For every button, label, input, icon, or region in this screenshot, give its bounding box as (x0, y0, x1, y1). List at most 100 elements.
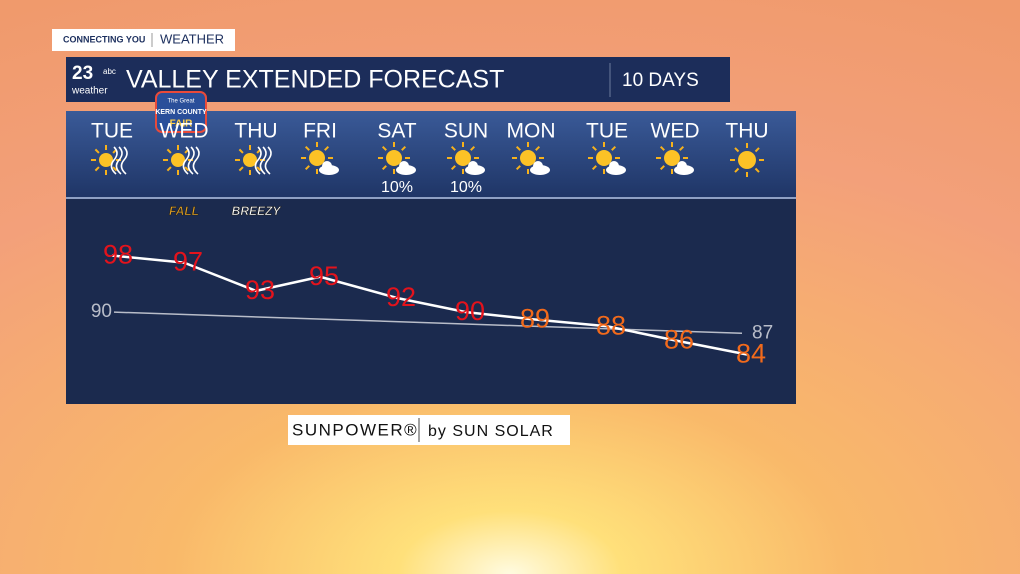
sun-ray (470, 145, 476, 151)
day-label: TUE (586, 120, 628, 143)
logo-small: abc (103, 67, 116, 76)
cloud (322, 161, 332, 171)
sun-ray (381, 145, 387, 151)
normal-label: 87 (752, 322, 773, 343)
sun-ray (734, 147, 740, 153)
sun-ray (659, 165, 665, 171)
sun-ray (166, 166, 172, 172)
wind-line (120, 146, 128, 175)
tag (52, 29, 235, 51)
cloud (399, 161, 409, 171)
temperature-label: 97 (173, 247, 203, 277)
tag-right: WEATHER (160, 31, 224, 46)
temperature-label: 93 (245, 275, 275, 305)
weather-icon (656, 142, 694, 175)
sun-ray (166, 148, 172, 154)
weather-icon (163, 145, 200, 175)
cloud (468, 161, 478, 171)
sun-ray (381, 165, 387, 171)
note-badge: FALL (169, 204, 199, 218)
sun-ray (256, 166, 262, 172)
tag-left: CONNECTING YOU (63, 34, 145, 44)
temperature-label: 90 (455, 296, 485, 326)
cloud (533, 161, 543, 171)
event-logo: The Great KERN COUNTY FAIR (155, 91, 207, 133)
day-label: MON (507, 120, 556, 143)
sun-ray (238, 166, 244, 172)
temperature-label: 89 (520, 303, 550, 333)
wind-line (115, 146, 123, 175)
weather-icon (91, 145, 128, 175)
precip-label: 10% (381, 179, 413, 196)
event-badge (155, 91, 207, 133)
logo-word: weather (71, 86, 108, 97)
weather-icon (378, 142, 416, 175)
sun-ray (591, 165, 597, 171)
wind-line (264, 146, 272, 175)
sun-ray (184, 166, 190, 172)
sun (520, 150, 536, 166)
event-middle: KERN COUNTY (155, 109, 207, 116)
wind-line (187, 146, 195, 175)
temperature-line (111, 254, 748, 356)
day-label: THU (725, 120, 768, 143)
sun (455, 150, 471, 166)
sun-ray (734, 167, 740, 173)
sun-ray (238, 148, 244, 154)
day-label: FRI (303, 120, 337, 143)
logo-number: 23 (72, 63, 93, 84)
sun (171, 153, 185, 167)
chart-panel (66, 199, 796, 404)
day-label: SAT (377, 120, 416, 143)
sponsor-box (288, 415, 570, 445)
wind-line (259, 146, 267, 175)
sun-ray (611, 145, 617, 151)
sun (738, 151, 756, 169)
cloud (677, 161, 687, 171)
wind-line (110, 146, 118, 175)
sun-ray (754, 167, 760, 173)
temperature-label: 84 (736, 339, 766, 369)
wind-line (254, 146, 262, 175)
sun-ray (94, 148, 100, 154)
wind-line (192, 146, 200, 175)
sponsor-brand: SUNPOWER® (292, 420, 418, 439)
period: 10 DAYS (622, 70, 699, 91)
day-label: WED (651, 120, 700, 143)
sun-ray (94, 166, 100, 172)
sun-ray (450, 165, 456, 171)
sun-ray (112, 166, 118, 172)
cloud (609, 161, 619, 171)
weather-icon (588, 142, 626, 175)
temperature-label: 88 (596, 310, 626, 340)
sun-ray (535, 145, 541, 151)
weather-icon (301, 142, 339, 175)
temperature-label: 95 (309, 261, 339, 291)
temperature-label: 86 (664, 325, 694, 355)
sun (99, 153, 113, 167)
sun (243, 153, 257, 167)
sun-ray (679, 145, 685, 151)
sun-ray (515, 165, 521, 171)
weather-icon (512, 142, 550, 175)
sponsor-by: by SUN SOLAR (428, 423, 554, 440)
sun-ray (450, 145, 456, 151)
sun-ray (324, 145, 330, 151)
sun (309, 150, 325, 166)
sun-ray (591, 145, 597, 151)
sun-ray (304, 145, 310, 151)
title: VALLEY EXTENDED FORECAST (126, 66, 504, 94)
event-top: The Great (167, 99, 194, 105)
separator (66, 197, 796, 199)
sun-ray (515, 145, 521, 151)
normal-label: 90 (91, 301, 112, 322)
sun (386, 150, 402, 166)
event-bottom: FAIR (170, 119, 194, 130)
weather-icon (447, 142, 485, 175)
sun (596, 150, 612, 166)
weather-icon (730, 143, 764, 177)
temperature-label: 92 (386, 282, 416, 312)
normal-line (113, 311, 743, 335)
